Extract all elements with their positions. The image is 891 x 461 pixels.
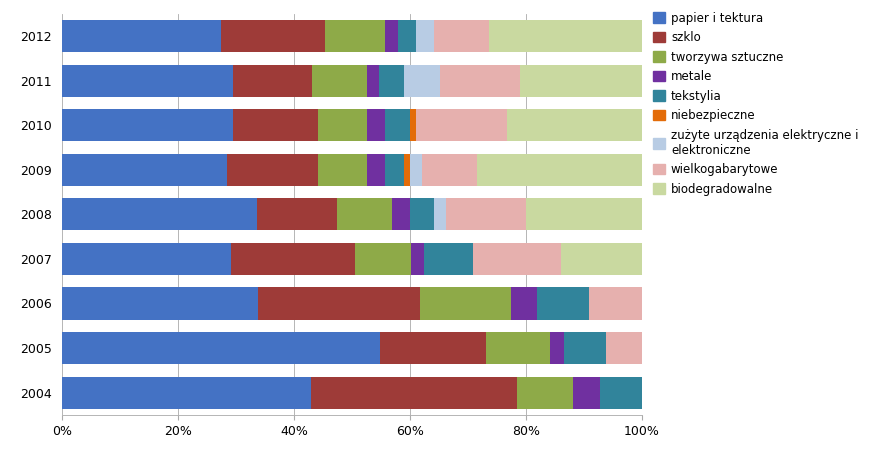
Bar	[489, 20, 642, 52]
Bar	[221, 20, 324, 52]
Bar	[391, 198, 410, 230]
Bar	[526, 198, 642, 230]
Bar	[416, 20, 434, 52]
Bar	[564, 332, 606, 364]
Bar	[62, 109, 233, 141]
Bar	[446, 198, 526, 230]
Bar	[410, 109, 416, 141]
Bar	[311, 377, 518, 408]
Bar	[573, 377, 601, 408]
Bar	[411, 243, 423, 275]
Bar	[423, 243, 473, 275]
Bar	[367, 154, 386, 186]
Bar	[606, 332, 642, 364]
Bar	[590, 288, 642, 319]
Bar	[324, 20, 386, 52]
Bar	[62, 288, 257, 319]
Bar	[62, 65, 233, 97]
Bar	[422, 154, 477, 186]
Bar	[386, 154, 404, 186]
Bar	[560, 243, 642, 275]
Bar	[507, 109, 642, 141]
Bar	[233, 109, 318, 141]
Bar	[367, 109, 386, 141]
Bar	[410, 154, 422, 186]
Bar	[386, 109, 410, 141]
Bar	[421, 288, 511, 319]
Bar	[62, 154, 227, 186]
Bar	[318, 109, 367, 141]
Bar	[62, 20, 221, 52]
Bar	[62, 332, 380, 364]
Bar	[62, 198, 257, 230]
Bar	[227, 154, 318, 186]
Bar	[355, 243, 411, 275]
Bar	[434, 20, 489, 52]
Bar	[367, 65, 380, 97]
Bar	[62, 243, 231, 275]
Bar	[386, 20, 397, 52]
Bar	[257, 198, 337, 230]
Bar	[380, 332, 486, 364]
Bar	[477, 154, 642, 186]
Bar	[380, 65, 404, 97]
Bar	[601, 377, 642, 408]
Bar	[518, 377, 573, 408]
Bar	[404, 65, 440, 97]
Bar	[537, 288, 590, 319]
Bar	[337, 198, 391, 230]
Bar	[62, 377, 311, 408]
Bar	[440, 65, 519, 97]
Legend: papier i tektura, szklo, tworzywa sztuczne, metale, tekstylia, niebezpieczne, zu: papier i tektura, szklo, tworzywa sztucz…	[653, 12, 858, 195]
Bar	[313, 65, 367, 97]
Bar	[231, 243, 355, 275]
Bar	[410, 198, 434, 230]
Bar	[404, 154, 410, 186]
Bar	[416, 109, 507, 141]
Bar	[257, 288, 421, 319]
Bar	[318, 154, 367, 186]
Bar	[233, 65, 313, 97]
Bar	[511, 288, 537, 319]
Bar	[550, 332, 564, 364]
Bar	[434, 198, 446, 230]
Bar	[473, 243, 560, 275]
Bar	[397, 20, 416, 52]
Bar	[486, 332, 550, 364]
Bar	[519, 65, 642, 97]
